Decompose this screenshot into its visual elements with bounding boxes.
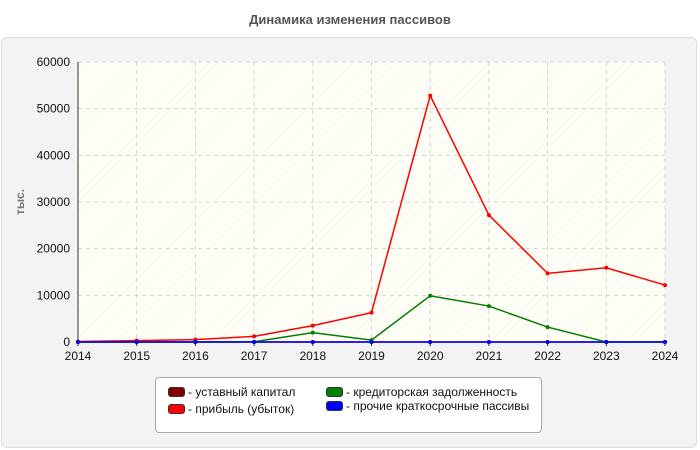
x-tick-label: 2022 [534,349,561,363]
x-tick-label: 2014 [65,349,92,363]
data-point-3 [310,340,315,344]
legend-item-1: - прибыль (убыток) [168,403,294,415]
x-tick-label: 2015 [123,349,150,363]
y-tick-label: 30000 [37,195,71,209]
data-point-2 [486,304,491,309]
x-tick-label: 2024 [652,349,679,363]
legend-swatch-1 [168,404,185,414]
data-point-3 [252,340,257,344]
x-tick-label: 2021 [476,349,503,363]
legend: - уставный капитал - прибыль (убыток) - … [155,377,542,433]
data-point-3 [134,340,139,344]
chart-title: Динамика изменения пассивов [249,12,451,27]
data-point-1 [428,93,433,98]
y-tick-label: 0 [63,335,70,349]
data-point-3 [486,340,491,344]
legend-label-1: - прибыль (убыток) [188,402,295,416]
x-tick-label: 2018 [299,349,326,363]
y-axis-title: тыс. [13,189,27,215]
data-point-3 [663,340,667,344]
y-tick-label: 40000 [37,148,71,162]
x-tick-label: 2023 [593,349,620,363]
y-tick-label: 20000 [37,242,71,256]
data-point-3 [428,340,433,344]
data-point-1 [252,334,257,339]
data-point-2 [310,330,315,335]
tick-labels: 0 10000 20000 30000 40000 50000 60000 2014 2015 2… [37,55,679,363]
data-point-3 [545,340,550,344]
data-point-2 [545,325,550,330]
y-tick-label: 60000 [37,55,71,69]
grid-lines [78,61,666,342]
data-point-1 [545,271,550,276]
legend-item-2: - кредиторская задолженность [326,386,517,398]
data-point-3 [193,340,198,344]
data-point-1 [369,310,374,315]
data-point-3 [369,340,374,344]
x-tick-label: 2016 [182,349,209,363]
legend-label-0: - уставный капитал [188,385,296,399]
data-point-2 [428,293,433,298]
x-tick-label: 2020 [417,349,444,363]
data-point-3 [76,340,80,344]
legend-item-3: - прочие краткосрочные пассивы [326,400,531,412]
data-point-3 [604,340,609,344]
data-point-1 [310,323,315,328]
data-point-1 [486,213,491,218]
legend-label-2: - кредиторская задолженность [346,385,518,399]
legend-swatch-3 [326,401,343,411]
y-tick-label: 10000 [37,288,71,302]
y-tick-label: 50000 [37,102,71,116]
x-tick-label: 2019 [358,349,385,363]
x-tick-label: 2017 [241,349,268,363]
data-point-1 [663,283,667,288]
legend-item-0: - уставный капитал [168,386,295,398]
legend-swatch-0 [168,387,185,397]
series-lines [76,93,667,344]
data-point-1 [604,265,609,270]
legend-swatch-2 [326,387,343,397]
legend-label-3: - прочие краткосрочные пассивы [346,399,530,413]
